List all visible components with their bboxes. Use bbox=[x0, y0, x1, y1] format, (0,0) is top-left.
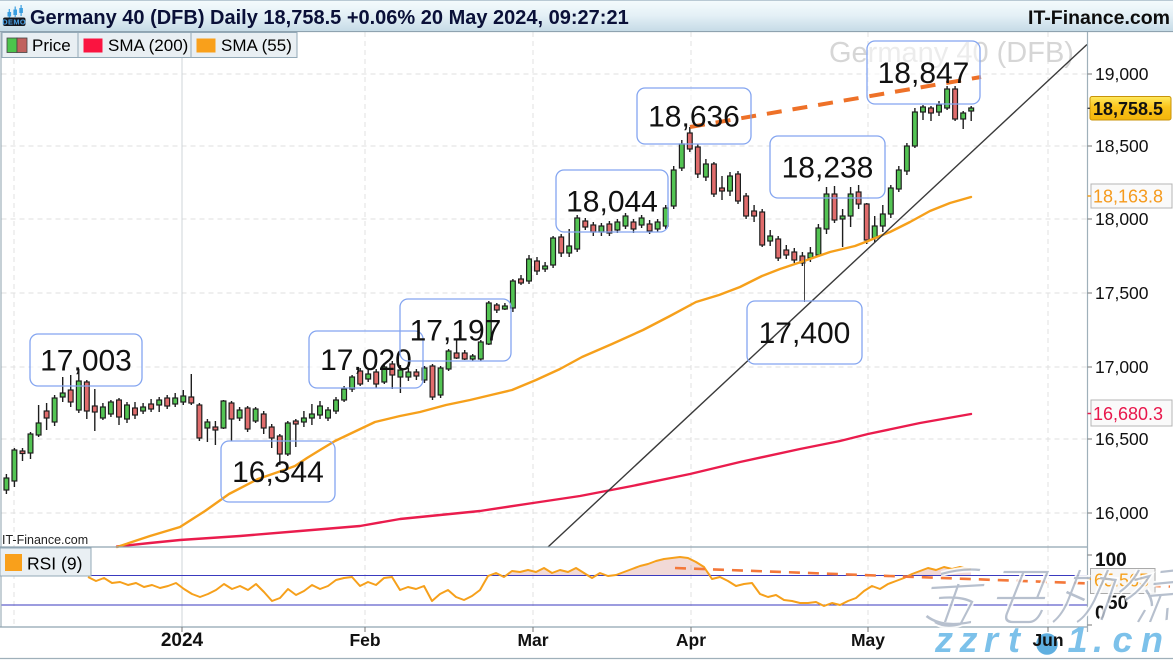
svg-text:0: 0 bbox=[1095, 603, 1106, 624]
svg-text:100: 100 bbox=[1095, 550, 1127, 571]
svg-text:Apr: Apr bbox=[676, 630, 706, 650]
svg-text:Jun: Jun bbox=[1032, 630, 1063, 650]
svg-text:16,344: 16,344 bbox=[232, 456, 324, 489]
svg-text:16,680.3: 16,680.3 bbox=[1093, 404, 1163, 424]
svg-text:18,500: 18,500 bbox=[1095, 136, 1149, 156]
svg-text:May: May bbox=[851, 630, 885, 650]
svg-text:1: 1 bbox=[1067, 619, 1087, 660]
svg-text:Price: Price bbox=[32, 36, 71, 55]
svg-text:IT-Finance.com: IT-Finance.com bbox=[2, 533, 88, 547]
svg-text:Feb: Feb bbox=[349, 630, 380, 650]
svg-text:18,238: 18,238 bbox=[782, 152, 874, 185]
svg-text:r: r bbox=[984, 619, 1000, 660]
svg-text:50: 50 bbox=[1107, 593, 1128, 614]
svg-text:17,003: 17,003 bbox=[40, 345, 132, 378]
svg-text:18,847: 18,847 bbox=[878, 57, 970, 90]
svg-text:.: . bbox=[1093, 619, 1103, 660]
svg-text:17,400: 17,400 bbox=[759, 317, 851, 350]
svg-text:Mar: Mar bbox=[517, 630, 548, 650]
svg-text:17,197: 17,197 bbox=[410, 315, 502, 348]
svg-text:19,000: 19,000 bbox=[1095, 64, 1149, 84]
svg-text:18,044: 18,044 bbox=[566, 186, 658, 219]
svg-text:c: c bbox=[1112, 619, 1132, 660]
svg-text:RSI (9): RSI (9) bbox=[27, 554, 82, 574]
svg-text:17,020: 17,020 bbox=[320, 344, 412, 377]
svg-text:Germany 40 (DFB) Daily 18,758.: Germany 40 (DFB) Daily 18,758.5 +0.06% 2… bbox=[30, 7, 629, 29]
svg-text:DEMO: DEMO bbox=[2, 17, 26, 26]
svg-text:17,500: 17,500 bbox=[1095, 283, 1149, 303]
svg-text:2024: 2024 bbox=[161, 630, 204, 651]
svg-text:SMA (55): SMA (55) bbox=[221, 36, 292, 55]
svg-text:18,163.8: 18,163.8 bbox=[1093, 187, 1163, 207]
svg-text:18,636: 18,636 bbox=[648, 101, 740, 134]
svg-text:18,000: 18,000 bbox=[1095, 209, 1149, 229]
svg-text:t: t bbox=[1008, 619, 1022, 660]
svg-text:16,500: 16,500 bbox=[1095, 429, 1149, 449]
svg-text:16,000: 16,000 bbox=[1095, 503, 1149, 523]
svg-text:z: z bbox=[959, 619, 978, 660]
svg-text:17,000: 17,000 bbox=[1095, 357, 1149, 377]
svg-text:n: n bbox=[1141, 619, 1163, 660]
svg-text:z: z bbox=[934, 619, 953, 660]
svg-text:18,758.5: 18,758.5 bbox=[1093, 99, 1163, 119]
svg-text:SMA (200): SMA (200) bbox=[108, 36, 188, 55]
svg-text:IT-Finance.com: IT-Finance.com bbox=[1028, 7, 1170, 29]
